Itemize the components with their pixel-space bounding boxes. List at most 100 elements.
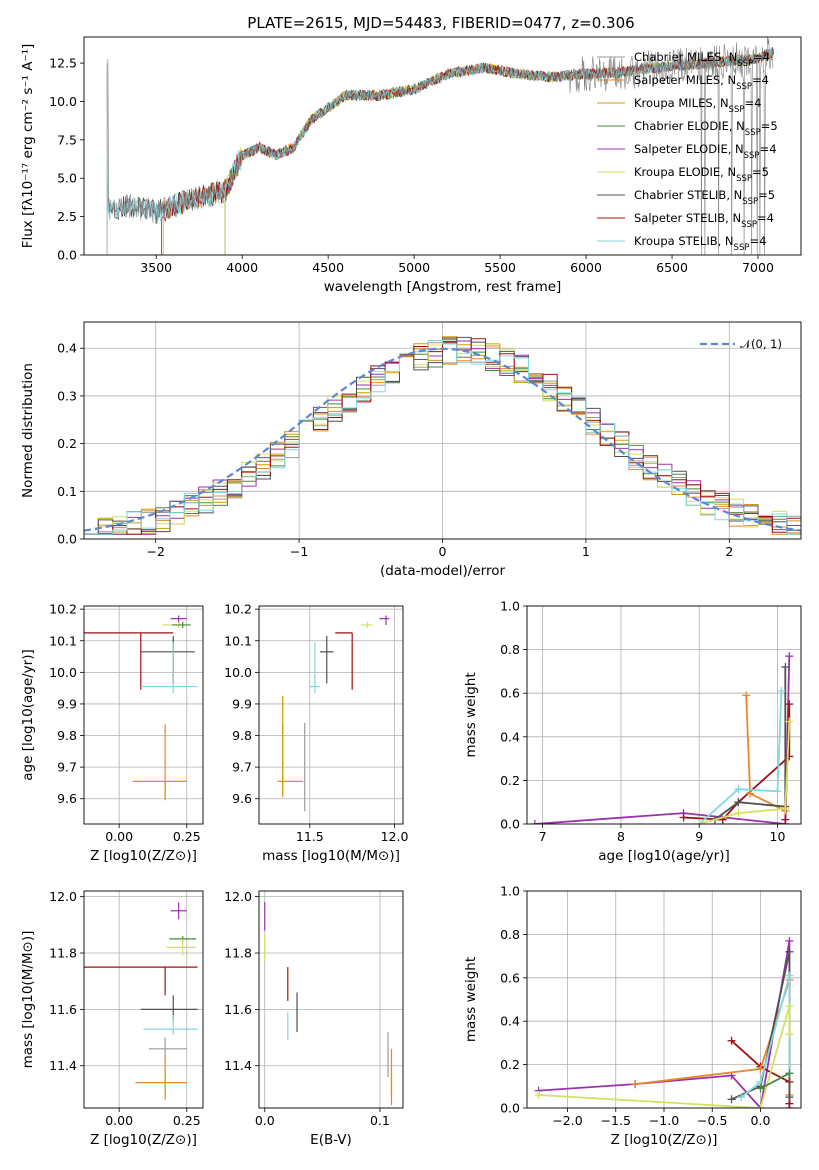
- panel-spectrum: 3500 4000 4500 5000 5500 6000 6500 7000 0.0 2.5 5.…: [20, 37, 774, 295]
- weight-marker-kroupa_elodie: [781, 804, 790, 813]
- weight-marker-chabrier_elodie: [785, 1069, 794, 1078]
- axes-frame: [258, 890, 404, 1109]
- x-tick-label: 0.00: [105, 829, 133, 844]
- x-axis-label: age [log10(age/yr)]: [598, 848, 730, 864]
- x-tick-label: −2: [146, 544, 164, 559]
- residual-histogram-salpeter_stelib: [84, 338, 801, 539]
- legend-label-chabrier_stelib: Chabrier STELIB, NSSP=5: [634, 188, 775, 207]
- panel-massweight_vs_age: 7 8 9 10 0.0 0.2 0.4 0.6 0.8 1.0 age [log10(age/yr…: [463, 599, 801, 864]
- weight-marker-kroupa_stelib: [737, 1093, 746, 1102]
- y-tick-label: 10.0: [49, 665, 77, 680]
- y-tick-label: 12.0: [224, 889, 252, 904]
- y-tick-label: 0.6: [500, 686, 520, 701]
- legend-label-chabrier_elodie: Chabrier ELODIE, NSSP=5: [634, 119, 778, 138]
- x-tick-label: 0.1: [370, 1113, 390, 1128]
- legend-label-subscript: SSP: [742, 197, 758, 207]
- legend-label-kroupa_miles: Kroupa MILES, NSSP=4: [634, 96, 761, 115]
- x-axis-label: wavelength [Angstrom, rest frame]: [324, 279, 562, 295]
- legend-label-count: =4: [753, 50, 770, 64]
- y-tick-label: 1.0: [500, 599, 520, 614]
- weight-marker-kroupa_stelib: [777, 687, 786, 696]
- x-axis-label: E(B-V): [310, 1132, 352, 1148]
- y-tick-label: 9.6: [232, 791, 252, 806]
- x-tick-label: 11.5: [296, 829, 324, 844]
- y-tick-label: 0.8: [500, 642, 520, 657]
- x-tick-label: 6000: [570, 260, 602, 275]
- axes-frame: [526, 890, 802, 1109]
- y-axis-label: age [log10(age/yr)]: [20, 649, 36, 781]
- legend-label-text: Kroupa ELODIE, N: [634, 165, 736, 179]
- y-tick-label: 0.1: [57, 484, 77, 499]
- x-tick-label: −2.0: [552, 1113, 582, 1128]
- y-tick-label: 11.6: [224, 1002, 252, 1017]
- y-tick-label: 0.2: [500, 1057, 520, 1072]
- weight-marker-kroupa_stelib: [734, 785, 743, 794]
- errorbar-point-salpeter_elodie: [379, 615, 390, 625]
- y-tick-label: 0.4: [57, 341, 77, 356]
- x-axis-label: Z [log10(Z/Z⊙)]: [90, 848, 197, 864]
- errorbar-point-salpeter_stelib: [84, 632, 174, 690]
- x-tick-label: 9: [695, 829, 703, 844]
- panel-age_vs_Z: 0.00 0.25 9.6 9.7 9.8 9.9 10.0 10.1 10.2 Z [log10…: [20, 602, 203, 864]
- legend-label-text: Kroupa MILES, N: [634, 96, 729, 110]
- y-tick-label: 10.1: [49, 633, 77, 648]
- x-tick-label: 4000: [226, 260, 258, 275]
- panel-age_vs_mass: 11.5 12.0 9.6 9.7 9.8 9.9 10.0 10.1 10.2 mass [lo…: [224, 602, 408, 864]
- legend-label-subscript: SSP: [729, 105, 745, 115]
- weight-marker-chabrier_stelib: [727, 1095, 736, 1104]
- weight-line-kroupa_elodie: [538, 1005, 791, 1108]
- y-tick-label: 10.1: [224, 633, 252, 648]
- weight-marker-kroupa_stelib: [785, 971, 794, 980]
- weight-marker-chabrier_stelib: [781, 663, 790, 672]
- weight-marker-kroupa_elodie: [756, 1104, 765, 1108]
- y-tick-label: 0.0: [57, 532, 77, 547]
- y-tick-label: 9.8: [232, 728, 252, 743]
- y-tick-label: 10.0: [224, 665, 252, 680]
- y-tick-label: 0.0: [500, 1101, 520, 1116]
- figure-title: PLATE=2615, MJD=54483, FIBERID=0477, z=0…: [247, 14, 634, 32]
- weight-marker-salpeter_stelib: [785, 752, 794, 761]
- errorbar-point-kroupa_stelib: [309, 642, 320, 693]
- legend-label-chabrier_miles: Chabrier MILES, NSSP=4: [634, 50, 770, 69]
- y-axis-label: Normed distribution: [20, 363, 36, 498]
- weight-marker-kroupa_elodie: [785, 717, 794, 726]
- x-axis-label: (data-model)/error: [380, 563, 506, 579]
- weight-marker-chabrier_stelib: [734, 798, 743, 807]
- errorbar-point-chabrier_elodie: [171, 621, 191, 629]
- errorbar-point-salpeter_elodie: [170, 902, 187, 920]
- errorbar-point-kroupa_stelib: [143, 1015, 198, 1035]
- y-tick-label: 11.4: [49, 1058, 77, 1073]
- residual-histogram-kroupa_stelib: [84, 340, 801, 539]
- x-tick-label: 0: [439, 544, 447, 559]
- legend-label-count: =4: [757, 211, 774, 225]
- y-axis-label: mass [log10(M/M⊙)]: [20, 931, 36, 1069]
- legend-label-count: =4: [749, 234, 766, 248]
- y-tick-label: 0.4: [500, 1014, 520, 1029]
- x-tick-label: 7000: [742, 260, 774, 275]
- y-tick-label: 0.4: [500, 729, 520, 744]
- y-tick-label: 10.0: [49, 94, 77, 109]
- y-tick-label: 11.4: [224, 1058, 252, 1073]
- y-tick-label: 2.5: [57, 209, 77, 224]
- weight-marker-chabrier_elodie: [756, 1084, 765, 1093]
- y-tick-label: 0.0: [57, 248, 77, 263]
- axes-frame: [526, 605, 802, 825]
- legend-label-kroupa_elodie: Kroupa ELODIE, NSSP=5: [634, 165, 769, 184]
- x-tick-label: 2: [725, 544, 733, 559]
- weight-line-chabrier_stelib: [714, 667, 787, 821]
- errorbar-point-kroupa_elodie: [360, 621, 373, 629]
- legend-label-count: =5: [761, 119, 778, 133]
- weight-marker-salpeter_miles: [746, 789, 755, 798]
- x-axis-label: Z [log10(Z/Z⊙)]: [611, 1132, 718, 1148]
- weight-marker-salpeter_elodie: [785, 652, 794, 661]
- y-axis-label: mass weight: [463, 957, 479, 1042]
- weight-marker-chabrier_stelib: [785, 947, 794, 956]
- axes-frame: [83, 36, 802, 256]
- x-tick-label: 3500: [140, 260, 172, 275]
- normal-curve: [84, 347, 801, 532]
- y-tick-label: 11.8: [49, 946, 77, 961]
- y-tick-label: 9.6: [57, 791, 77, 806]
- y-tick-label: 9.7: [57, 760, 77, 775]
